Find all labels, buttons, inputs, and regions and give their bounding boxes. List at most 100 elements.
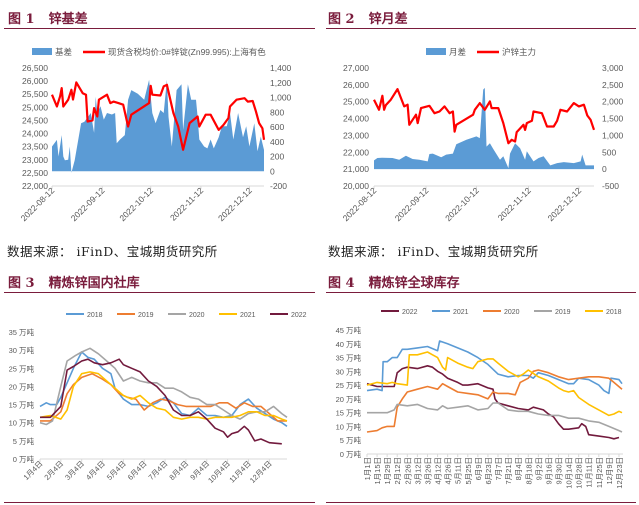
x-tick-label: 9月30日 [554,457,563,485]
x-tick-label: 4月12日 [434,457,443,485]
x-tick-label: 4月26日 [444,457,453,485]
y-tick-label: 26,500 [22,63,48,73]
x-tick-label: 2022-12-12 [545,185,583,223]
title-rule [326,28,636,29]
legend-item: 2019 [117,312,154,319]
x-tick-label: 7月4日 [147,459,170,482]
y-tick-label: 24,500 [22,115,48,125]
figure-2-title: 图 2 锌月差 [328,8,408,27]
legend-label: 2019 [138,312,154,319]
y-tick-label: 35 万吨 [336,353,362,363]
figure-number: 图 1 [8,12,35,27]
legend-label: 2018 [87,312,103,319]
x-tick-label: 2022-09-12 [69,185,107,223]
chart-1: 22,000 22,500 23,000 23,500 24,000 24,500 25,0… [19,47,292,223]
legend-label: 2021 [240,312,256,319]
series-line-2 [39,347,288,426]
y-tick-label: 22,000 [22,181,48,191]
legend-label: 2021 [453,309,469,316]
y-tick-label: 23,500 [22,142,48,152]
data-source-2: 数据来源： iFinD、宝城期货研究所 [328,244,539,259]
x-tick-label: 3月26日 [423,457,432,485]
x-tick-label: 11月25日 [595,457,604,488]
y-tick-label: 30 万吨 [9,345,35,355]
figure-number: 图 2 [328,12,355,27]
series-area-0 [52,79,264,173]
y2-tick-label: 500 [602,147,616,157]
x-tick-label: 4月4日 [84,459,107,482]
y2-tick-label: 800 [270,107,284,117]
data-source-1: 数据来源： iFinD、宝城期货研究所 [7,244,218,259]
y-tick-label: 26,000 [22,76,48,86]
legend-item: 2020 [168,312,205,319]
x-tick-label: 8月18日 [524,457,533,485]
y-tick-label: 40 万吨 [336,339,362,349]
x-tick-label: 2月12日 [393,457,402,485]
y-tick-label: 10 万吨 [9,418,35,428]
y2-tick-label: 600 [270,122,284,132]
y-tick-label: 22,500 [22,168,48,178]
x-tick-label: 10月4日 [206,459,232,485]
legend-item: 2021 [432,309,469,316]
y-tick-label: 20 万吨 [336,394,362,404]
title-rule [4,292,315,293]
y2-tick-label: 400 [270,137,284,147]
x-tick-label: 2022-09-12 [393,185,431,223]
series-area-0 [374,87,594,170]
series-line-4 [366,351,623,417]
y-tick-label: 20,000 [343,181,369,191]
x-tick-label: 2022-11-12 [168,185,206,223]
y-tick-label: 35 万吨 [9,327,35,337]
legend-label: 2022 [291,312,307,319]
x-tick-label: 6月9日 [474,457,483,480]
legend-label: 现货含税均价:0#锌锭(Zn99.995):上海有色 [108,47,266,57]
series-line-4 [40,358,282,445]
figure-4-title: 图 4 精炼锌全球库存 [328,272,460,291]
y-tick-label: 24,000 [22,129,48,139]
figure-3-title: 图 3 精炼锌国内社库 [8,272,140,291]
title-rule [326,292,636,293]
y-tick-label: 21,000 [343,164,369,174]
y2-tick-label: 2,000 [602,97,624,107]
y-tick-label: 15 万吨 [336,408,362,418]
bottom-rule [4,502,315,503]
x-tick-label: 1月29日 [383,457,392,485]
x-tick-label: 2022-10-12 [443,185,481,223]
legend-item: 现货含税均价:0#锌锭(Zn99.995):上海有色 [83,47,266,57]
x-tick-label: 7月21日 [504,457,513,485]
x-tick-label: 2月26日 [403,457,412,485]
figure-caption: 锌基差 [48,12,88,27]
legend-label: 2020 [189,312,205,319]
x-tick-label: 1月15日 [373,457,382,485]
y2-tick-label: -500 [602,181,619,191]
x-tick-label: 7月7日 [494,457,503,480]
x-tick-label: 3月12日 [413,457,422,485]
y2-tick-label: 2,500 [602,80,624,90]
y-tick-label: 10 万吨 [336,421,362,431]
y2-tick-label: 0 [270,166,275,176]
series-line-2 [366,369,623,433]
legend-label: 基差 [55,47,72,57]
x-tick-label: 2022-10-12 [117,185,155,223]
y2-tick-label: 3,000 [602,63,624,73]
legend-item: 2022 [381,309,418,316]
y-tick-label: 30 万吨 [336,366,362,376]
y2-tick-label: 0 [602,164,607,174]
y-tick-label: 26,000 [343,80,369,90]
y-tick-label: 24,000 [343,114,369,124]
y-tick-label: 27,000 [343,63,369,73]
y2-tick-label: 1,000 [602,130,624,140]
series-line-1 [373,88,596,145]
series-line-3 [367,402,623,433]
figure-caption: 精炼锌全球库存 [368,276,460,291]
legend-swatch [32,48,52,55]
legend-label: 2018 [606,309,622,316]
x-tick-label: 2022-12-12 [216,185,254,223]
x-tick-label: 12月23日 [615,457,624,489]
x-tick-label: 8月4日 [514,457,523,480]
y2-tick-label: 1,000 [270,93,292,103]
legend-label: 沪锌主力 [502,47,536,57]
y-tick-label: 20 万吨 [9,381,35,391]
